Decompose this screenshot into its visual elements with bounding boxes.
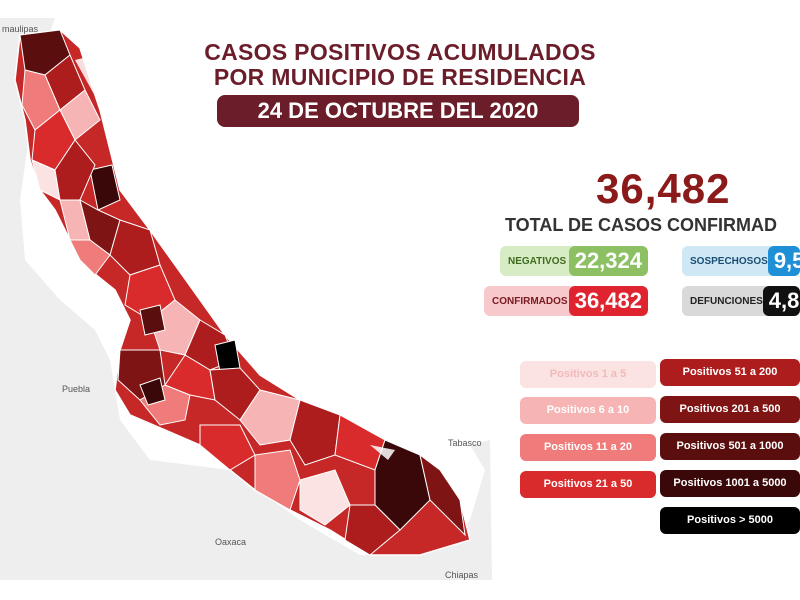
- municipality-patches: [19, 29, 466, 556]
- legend-item: Positivos > 5000: [660, 507, 800, 534]
- stat-value: 36,482: [568, 286, 648, 316]
- coastal-lagoon: [75, 55, 110, 105]
- state-label-chiapas: Chiapas: [445, 570, 479, 580]
- stat-sospechosos: SOSPECHOSOS 9,5: [682, 246, 800, 276]
- state-label-tamaulipas: maulipas: [2, 24, 39, 34]
- neighbor-states-area: [0, 18, 492, 580]
- stat-label: NEGATIVOS: [508, 255, 567, 267]
- legend-item: Positivos 501 a 1000: [660, 433, 800, 460]
- stat-defunciones: DEFUNCIONES 4,8: [682, 286, 800, 316]
- coastal-lagoon: [370, 445, 395, 460]
- legend-item: Positivos 6 a 10: [520, 397, 656, 424]
- stat-value: 9,5: [767, 246, 800, 276]
- municipality: [209, 367, 261, 421]
- stat-negativos: NEGATIVOS 22,324: [500, 246, 648, 276]
- legend-item: Positivos 21 a 50: [520, 471, 656, 498]
- municipality: [344, 504, 401, 556]
- state-label-tabasco: Tabasco: [448, 438, 482, 448]
- stat-value: 22,324: [568, 246, 648, 276]
- stat-value: 4,8: [762, 286, 800, 316]
- legend-item: Positivos 11 a 20: [520, 434, 656, 461]
- total-cases-value: 36,482: [596, 165, 731, 212]
- legend-item: Positivos 201 a 500: [660, 396, 800, 423]
- legend-item: Positivos 1 a 5: [520, 361, 656, 388]
- municipality: [254, 449, 301, 511]
- municipality: [69, 239, 111, 276]
- stat-label: DEFUNCIONES: [690, 295, 763, 307]
- page-title-line1: CASOS POSITIVOS ACUMULADOS: [204, 39, 596, 65]
- state-label-puebla: Puebla: [62, 384, 90, 394]
- total-cases-label: TOTAL DE CASOS CONFIRMAD: [505, 215, 778, 235]
- stat-label: SOSPECHOSOS: [690, 255, 768, 267]
- municipality: [299, 469, 351, 526]
- state-label-oaxaca: Oaxaca: [215, 537, 246, 547]
- stat-confirmados: CONFIRMADOS 36,482: [484, 286, 648, 316]
- municipality: [54, 139, 96, 201]
- municipality: [139, 377, 166, 406]
- legend-item: Positivos 51 a 200: [660, 359, 800, 386]
- municipality: [89, 164, 121, 211]
- date-banner: 24 DE OCTUBRE DEL 2020: [217, 95, 579, 127]
- municipality: [214, 339, 241, 373]
- stat-label: CONFIRMADOS: [492, 295, 568, 307]
- legend-item: Positivos 1001 a 5000: [660, 470, 800, 497]
- municipality: [419, 453, 466, 537]
- page-title-line2: POR MUNICIPIO DE RESIDENCIA: [213, 64, 587, 90]
- municipality: [199, 424, 256, 471]
- municipality: [139, 304, 166, 336]
